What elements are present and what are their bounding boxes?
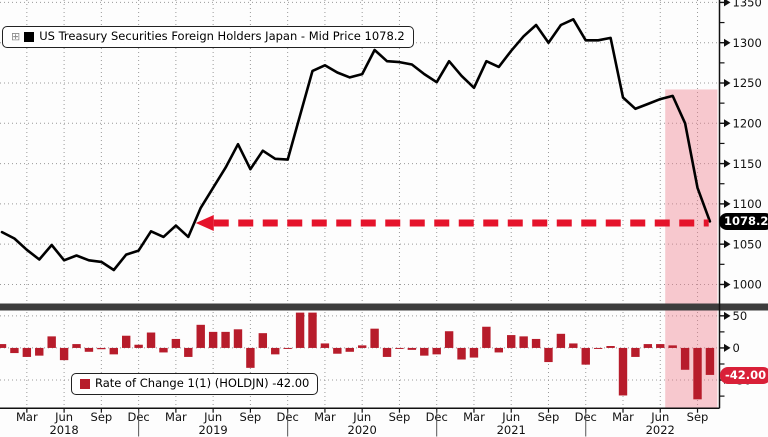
roc-legend-label: Rate of Change 1(1) (HOLDJN) -42.00	[95, 376, 310, 390]
price-line	[0, 17, 712, 272]
svg-text:Sep: Sep	[538, 410, 560, 424]
svg-text:2020: 2020	[348, 423, 377, 437]
svg-text:1200: 1200	[733, 116, 762, 130]
svg-text:Jun: Jun	[54, 410, 73, 424]
svg-text:Mar: Mar	[165, 410, 187, 424]
svg-text:1350: 1350	[733, 0, 762, 10]
last-price-badge: 1078.2	[719, 212, 768, 230]
last-change-badge: -42.00	[720, 366, 768, 384]
svg-text:Jun: Jun	[352, 410, 371, 424]
svg-text:1100: 1100	[733, 197, 762, 211]
rate-of-change-legend[interactable]: Rate of Change 1(1) (HOLDJN) -42.00	[71, 373, 319, 395]
svg-text:2021: 2021	[497, 423, 526, 437]
panel-divider	[0, 303, 768, 311]
svg-text:Jun: Jun	[650, 410, 669, 424]
svg-text:2019: 2019	[198, 423, 227, 437]
svg-text:2018: 2018	[49, 423, 78, 437]
svg-text:Sep: Sep	[240, 410, 262, 424]
svg-text:Sep: Sep	[389, 410, 411, 424]
svg-text:0: 0	[733, 341, 740, 355]
svg-text:1050: 1050	[733, 237, 762, 251]
svg-text:1150: 1150	[733, 157, 762, 171]
svg-text:2022: 2022	[646, 423, 675, 437]
svg-text:50: 50	[733, 309, 748, 323]
trend-arrow	[195, 214, 709, 231]
main-series-legend[interactable]: ⊞ US Treasury Securities Foreign Holders…	[2, 26, 414, 48]
svg-text:1000: 1000	[733, 278, 762, 292]
price-series-swatch-icon	[24, 31, 35, 42]
svg-text:Jun: Jun	[203, 410, 222, 424]
svg-text:1300: 1300	[733, 36, 762, 50]
svg-text:Sep: Sep	[91, 410, 113, 424]
svg-text:Mar: Mar	[612, 410, 634, 424]
expand-icon[interactable]: ⊞	[11, 30, 21, 44]
main-legend-label: US Treasury Securities Foreign Holders J…	[39, 29, 405, 43]
svg-text:Mar: Mar	[314, 410, 336, 424]
x-axis: Mar Jun Sep Dec Mar Jun Sep Dec Mar Jun Sep Dec Mar J…	[0, 407, 720, 437]
svg-text:Sep: Sep	[687, 410, 709, 424]
svg-text:Mar: Mar	[16, 410, 38, 424]
roc-series-swatch-icon	[80, 378, 90, 389]
roc-bars	[0, 312, 715, 400]
svg-text:1250: 1250	[733, 76, 762, 90]
svg-text:Jun: Jun	[501, 410, 520, 424]
svg-text:Mar: Mar	[463, 410, 485, 424]
